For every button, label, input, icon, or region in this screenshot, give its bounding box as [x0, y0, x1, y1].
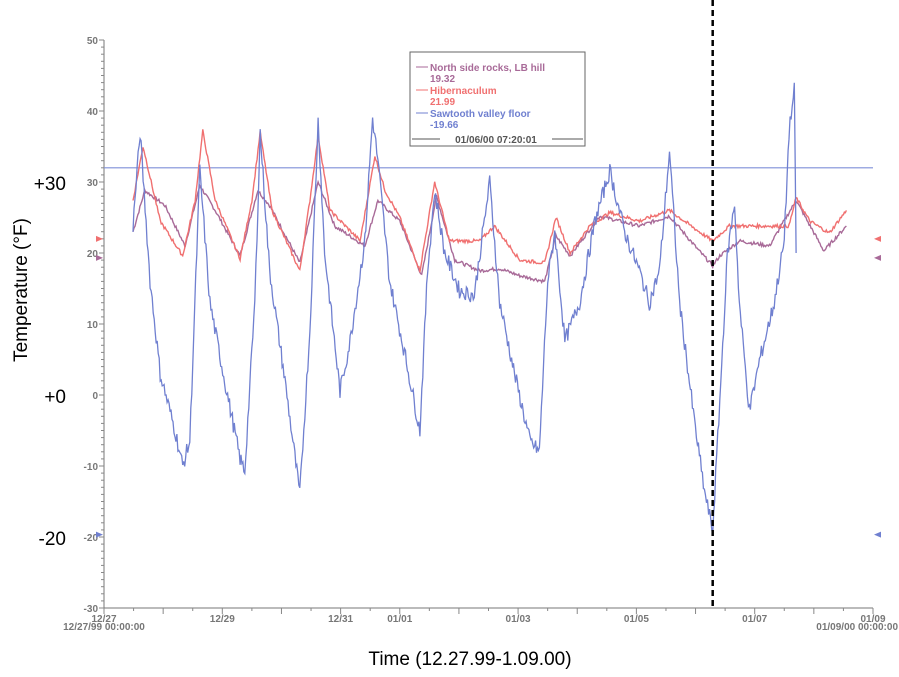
series-line-3 — [132, 82, 797, 535]
outer-y-label: +0 — [44, 387, 66, 408]
legend-label-sawtooth: Sawtooth valley floor — [430, 109, 531, 120]
x-tick-label: 01/07 — [742, 614, 767, 625]
legend-value-hibernaculum: 21.99 — [430, 97, 455, 108]
y-axis-label: Temperature (°F) — [11, 218, 32, 362]
y-tick-label: -20 — [84, 533, 99, 544]
left-value-marker — [96, 531, 103, 538]
x-tick-label: 01/05 — [624, 614, 649, 625]
legend-label-hibernaculum: Hibernaculum — [430, 86, 497, 97]
x-axis-label: Time (12.27.99-1.09.00) — [368, 649, 571, 670]
legend-value-sawtooth: -19.66 — [430, 120, 459, 131]
right-value-marker — [874, 235, 881, 242]
right-value-marker — [874, 531, 881, 538]
legend-label-north: North side rocks, LB hill — [430, 63, 545, 74]
x-tick-label: 01/03 — [506, 614, 531, 625]
y-tick-label: 10 — [87, 320, 99, 331]
y-tick-label: 20 — [87, 249, 99, 260]
x-end-label: 01/09/00 00:00:00 — [816, 622, 898, 633]
x-tick-label: 12/27 — [91, 614, 116, 625]
right-value-marker — [874, 254, 881, 261]
y-tick-label: 50 — [87, 36, 99, 47]
legend-value-north: 19.32 — [430, 74, 455, 85]
y-tick-label: 30 — [87, 178, 99, 189]
series-line-1 — [132, 179, 847, 285]
x-start-label: 12/27/99 00:00:00 — [63, 622, 145, 633]
x-tick-label: 12/29 — [210, 614, 235, 625]
legend-box — [409, 51, 586, 147]
x-tick-label: 01/01 — [387, 614, 412, 625]
outer-y-label: +30 — [34, 174, 66, 195]
legend-timestamp: 01/06/00 07:20:01 — [455, 135, 537, 146]
left-value-marker — [96, 235, 103, 242]
x-tick-label: 12/31 — [328, 614, 353, 625]
x-tick-label: 01/09 — [860, 614, 885, 625]
series-line-2 — [132, 129, 848, 273]
y-tick-label: 40 — [87, 107, 99, 118]
outer-y-label: -20 — [39, 529, 66, 550]
y-tick-label: -30 — [84, 604, 99, 615]
y-tick-label: -10 — [84, 462, 99, 473]
y-tick-label: 0 — [92, 391, 98, 402]
left-value-marker — [96, 254, 103, 261]
legend: North side rocks, LB hill 19.32 Hibernac… — [409, 51, 586, 147]
